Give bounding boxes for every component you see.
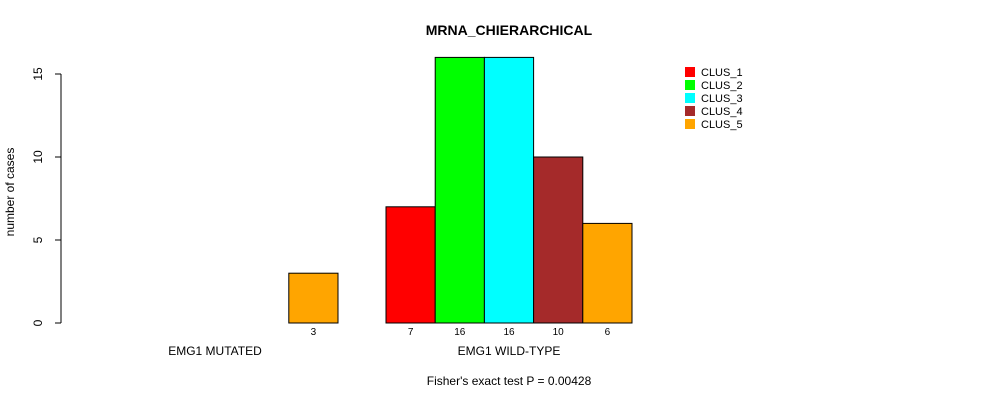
bar-value-label: 16 [454,327,466,338]
bar-clus-3 [483,56,535,324]
legend-swatch [685,67,695,77]
bar-clus-2 [434,56,485,324]
legend-label: CLUS_1 [701,67,743,79]
chart-title: MRNA_CHIERARCHICAL [426,22,593,38]
bar-clus-4 [533,156,584,324]
bar-clus-5 [582,222,633,324]
bar-labels: 3 7 16 16 10 6 [311,327,611,338]
legend-label: CLUS_5 [701,119,743,131]
y-tick-label: 15 [31,67,45,81]
fisher-test-note: Fisher's exact test P = 0.00428 [427,374,592,388]
bar-clus-1 [385,206,436,324]
bar-clus-5 [288,272,339,324]
group-label: EMG1 MUTATED [168,344,262,358]
y-tick-label: 0 [31,319,45,326]
legend-label: CLUS_3 [701,93,743,105]
group-label: EMG1 WILD-TYPE [458,344,561,358]
y-tick-label: 5 [31,236,45,243]
bar-value-label: 7 [408,327,414,338]
legend-swatch [685,93,695,103]
bar-value-label: 16 [503,327,515,338]
bar-value-label: 3 [311,327,317,338]
y-tick-label: 10 [31,150,45,164]
legend-label: CLUS_2 [701,80,743,92]
legend-swatch [685,80,695,90]
y-axis: 0 5 10 15 [31,67,62,326]
group-labels: EMG1 MUTATED EMG1 WILD-TYPE [168,344,560,358]
legend-label: CLUS_4 [701,106,743,118]
legend-swatch [685,119,695,129]
bar-value-label: 10 [553,327,565,338]
legend-swatch [685,106,695,116]
y-axis-label: number of cases [3,148,17,237]
bar-value-label: 6 [605,327,611,338]
bars [288,56,633,324]
